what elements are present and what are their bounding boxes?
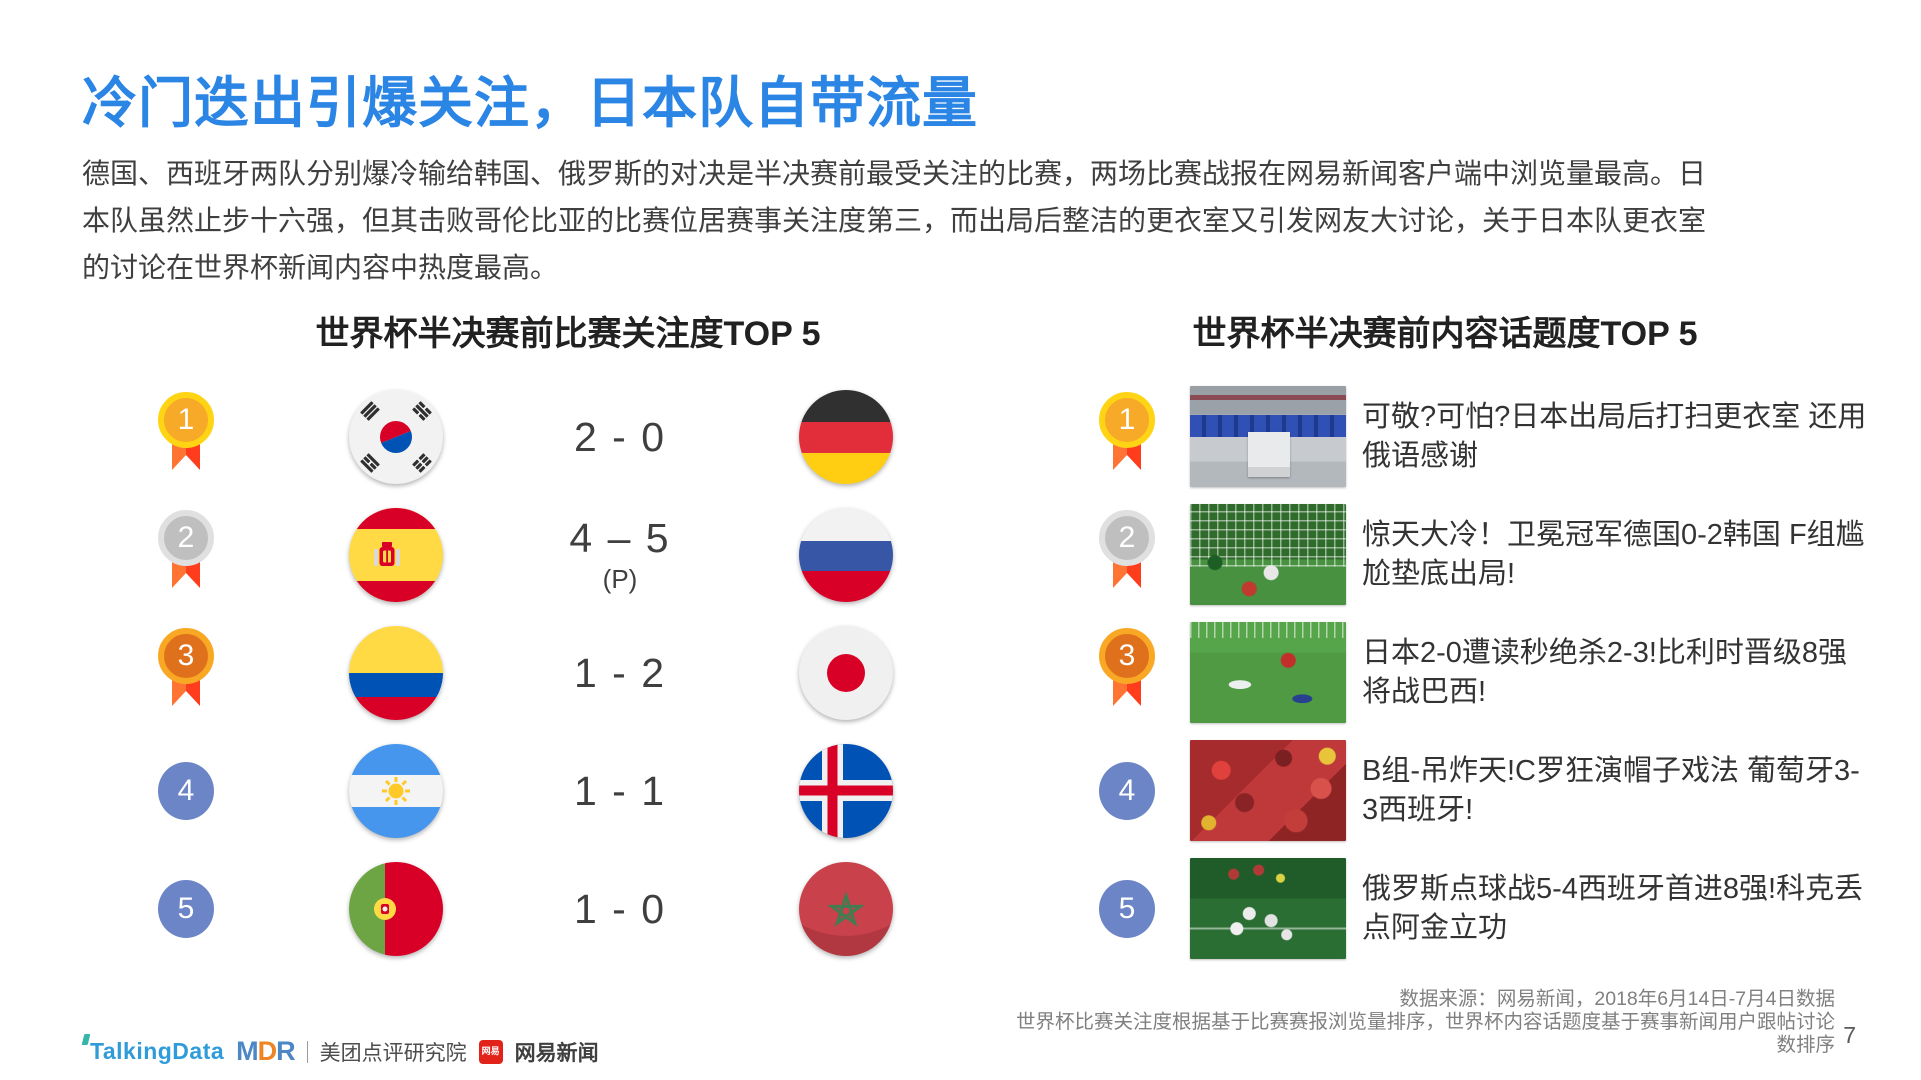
news-thumbnail-pitch-dejection — [1190, 622, 1346, 723]
rank-number: 2 — [1099, 510, 1155, 566]
rank-2-medal-icon: 2 — [1099, 502, 1155, 598]
rank-number: 1 — [158, 392, 214, 448]
score-text: 1 - 1 — [573, 767, 667, 814]
match-row: 1 — [0, 378, 1921, 496]
match-row: 3 1 - 2 — [0, 614, 1921, 732]
rank-number: 2 — [158, 510, 214, 566]
rank-number: 4 — [1118, 774, 1136, 807]
data-source-notes: 数据来源：网易新闻，2018年6月14日-7月4日数据 世界杯比赛关注度根据基于… — [1000, 988, 1835, 1057]
news-thumbnail-locker-room — [1190, 386, 1346, 487]
rank-number: 3 — [158, 628, 214, 684]
score-text: 1 - 0 — [573, 885, 667, 932]
mdr-logo: MDR — [236, 1036, 295, 1066]
rank-1-medal-icon: 1 — [158, 384, 214, 480]
news-thumbnail-red-crowd — [1190, 740, 1346, 841]
rank-number: 1 — [1099, 392, 1155, 448]
news-row: 2 惊天大冷！卫冕冠军德国0-2韩国 F组尴尬垫底出局! — [0, 496, 1921, 614]
news-headline: 日本2-0遭读秒绝杀2-3!比利时晋级8强将战巴西! — [1362, 637, 1848, 708]
flag-south-korea-icon — [348, 389, 444, 485]
rank-5-badge: 5 — [1099, 880, 1155, 938]
intro-paragraph: 德国、西班牙两队分别爆冷输给韩国、俄罗斯的对决是半决赛前最受关注的比赛，两场比赛… — [82, 158, 1707, 283]
match-score: 1 - 0 — [500, 850, 740, 968]
rank-3-medal-icon: 3 — [158, 620, 214, 716]
footer-logos: TalkingData MDR 美团点评研究院 网易 网易新闻 — [81, 1034, 599, 1067]
news-row: 1 可敬?可怕?日本出局后打扫更衣室 还用俄语感谢 — [0, 378, 1921, 496]
match-score: 4 – 5 (P) — [500, 496, 740, 614]
news-headline: B组-吊炸天!C罗狂演帽子戏法 葡萄牙3-3西班牙! — [1362, 755, 1860, 826]
rank-number: 3 — [1099, 628, 1155, 684]
flag-morocco-icon — [798, 861, 894, 957]
penalty-note: (P) — [602, 564, 638, 594]
match-row: 5 1 - 0 — [0, 850, 1921, 968]
rank-4-badge: 4 — [1099, 762, 1155, 820]
match-score: 2 - 0 — [500, 378, 740, 496]
meituan-dianping-logo-text: 美团点评研究院 — [319, 1041, 467, 1065]
rank-number: 5 — [1118, 892, 1136, 925]
match-score: 1 - 1 — [500, 732, 740, 850]
score-text: 2 - 0 — [573, 413, 667, 460]
flag-germany-icon — [798, 389, 894, 485]
score-text: 4 – 5 — [569, 515, 671, 561]
rank-1-medal-icon: 1 — [1099, 384, 1155, 480]
rank-5-badge: 5 — [158, 880, 214, 938]
match-score: 1 - 2 — [500, 614, 740, 732]
rank-number: 4 — [177, 774, 195, 807]
netease-logo-icon: 网易 — [478, 1039, 503, 1064]
flag-portugal-icon — [348, 861, 444, 957]
footer-method-line: 世界杯比赛关注度根据基于比赛赛报浏览量排序，世界杯内容话题度基于赛事新闻用户跟帖… — [1015, 1011, 1835, 1056]
news-headline: 俄罗斯点球战5-4西班牙首进8强!科克丢点阿金立功 — [1362, 873, 1864, 944]
flag-japan-icon — [798, 625, 894, 721]
page-number: 7 — [1843, 1022, 1856, 1048]
netease-news-logo-text: 网易新闻 — [514, 1041, 599, 1065]
flag-argentina-icon — [348, 743, 444, 839]
news-row: 4 B组-吊炸天!C罗狂演帽子戏法 葡萄牙3-3西班牙! — [0, 732, 1921, 850]
rank-number: 5 — [177, 892, 195, 925]
right-section-title: 世界杯半决赛前内容话题度TOP 5 — [1192, 315, 1698, 353]
flag-russia-icon — [798, 507, 894, 603]
score-text: 1 - 2 — [573, 649, 667, 696]
news-headline: 惊天大冷！卫冕冠军德国0-2韩国 F组尴尬垫底出局! — [1362, 519, 1865, 590]
footer-source-line: 数据来源：网易新闻，2018年6月14日-7月4日数据 — [1399, 988, 1835, 1010]
page-title: 冷门迭出引爆关注，日本队自带流量 — [82, 72, 979, 134]
news-row: 5 俄罗斯点球战5-4西班牙首进8强!科克丢点阿金立功 — [0, 850, 1921, 968]
news-thumbnail-penalty-celebration — [1190, 858, 1346, 959]
rank-2-medal-icon: 2 — [158, 502, 214, 598]
match-row: 4 — [0, 732, 1921, 850]
news-headline: 可敬?可怕?日本出局后打扫更衣室 还用俄语感谢 — [1362, 401, 1867, 472]
left-section-title: 世界杯半决赛前比赛关注度TOP 5 — [315, 315, 821, 353]
flag-spain-icon — [348, 507, 444, 603]
talkingdata-logo-text: TalkingData — [90, 1038, 225, 1064]
rank-4-badge: 4 — [158, 762, 214, 820]
flag-colombia-icon — [348, 625, 444, 721]
rank-3-medal-icon: 3 — [1099, 620, 1155, 716]
news-thumbnail-goal-scramble — [1190, 504, 1346, 605]
logo-divider — [306, 1040, 308, 1063]
news-row: 3 日本2-0遭读秒绝杀2-3!比利时晋级8强将战巴西! — [0, 614, 1921, 732]
talkingdata-logo: TalkingData — [81, 1034, 225, 1065]
flag-iceland-icon — [798, 743, 894, 839]
match-row: 2 — [0, 496, 1921, 614]
